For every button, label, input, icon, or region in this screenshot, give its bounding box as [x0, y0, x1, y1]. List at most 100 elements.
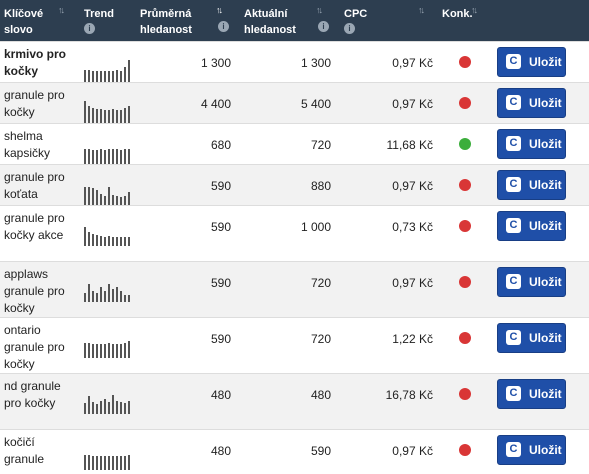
keyword-cell[interactable]: kočičí granule	[0, 428, 80, 473]
cpc-cell: 0,97 Kč	[340, 163, 442, 205]
sort-icon[interactable]: ↑↓	[471, 5, 478, 15]
c-icon: C	[506, 54, 521, 69]
cur-search-cell: 720	[240, 316, 340, 373]
c-icon: C	[506, 218, 521, 233]
trend-bar	[96, 189, 98, 205]
keyword-cell[interactable]: krmivo pro kočky	[0, 40, 80, 82]
trend-bar	[120, 70, 122, 82]
avg-search-cell: 680	[136, 122, 240, 164]
avg-search-cell: 480	[136, 372, 240, 429]
trend-bar	[92, 343, 94, 358]
trend-bar	[108, 186, 110, 205]
keyword-cell[interactable]: nd granule pro kočky	[0, 372, 80, 429]
trend-bar	[96, 149, 98, 164]
save-button-label: Uložit	[529, 330, 562, 345]
trend-bar	[128, 236, 130, 246]
trend-bar	[84, 454, 86, 470]
cur-search-cell: 480	[240, 372, 340, 429]
c-icon: C	[506, 330, 521, 345]
trend-bar	[84, 186, 86, 205]
column-competition[interactable]: Konk. ↑↓	[442, 0, 488, 41]
sort-icon[interactable]: ↑↓	[418, 5, 425, 15]
trend-sparkline	[84, 446, 132, 470]
trend-bar	[116, 400, 118, 414]
save-button[interactable]: C Uložit	[497, 128, 566, 159]
trend-bar	[100, 286, 102, 302]
table-row: nd granule pro kočky 480 480 16,78 Kč C …	[0, 372, 589, 429]
trend-bar	[84, 342, 86, 358]
trend-bar	[116, 195, 118, 205]
cur-search-cell: 1 000	[240, 204, 340, 261]
save-button-label: Uložit	[529, 136, 562, 151]
info-icon[interactable]: i	[218, 21, 229, 32]
c-icon: C	[506, 136, 521, 151]
keyword-cell[interactable]: granule pro koťata	[0, 163, 80, 205]
info-icon[interactable]: i	[84, 23, 95, 34]
save-button[interactable]: C Uložit	[497, 434, 566, 465]
c-icon: C	[506, 95, 521, 110]
keyword-cell[interactable]: applaws granule pro kočky	[0, 260, 80, 317]
action-cell: C Uložit	[488, 428, 589, 473]
action-cell: C Uložit	[488, 163, 589, 205]
action-cell: C Uložit	[488, 372, 589, 429]
trend-bar	[108, 70, 110, 82]
save-button[interactable]: C Uložit	[497, 378, 566, 409]
cpc-cell: 1,22 Kč	[340, 316, 442, 373]
save-button[interactable]: C Uložit	[497, 46, 566, 77]
save-button[interactable]: C Uložit	[497, 266, 566, 297]
trend-bar	[112, 148, 114, 164]
trend-bar	[128, 294, 130, 302]
action-cell: C Uložit	[488, 204, 589, 261]
info-icon[interactable]: i	[318, 21, 329, 32]
save-button[interactable]: C Uložit	[497, 169, 566, 200]
trend-bar	[120, 196, 122, 205]
trend-bar	[104, 290, 106, 302]
competition-cell	[442, 204, 488, 261]
trend-bar	[96, 403, 98, 414]
trend-bar	[100, 70, 102, 82]
trend-bar	[124, 148, 126, 164]
action-cell: C Uložit	[488, 122, 589, 164]
sort-icon[interactable]: ↑↓	[316, 5, 323, 15]
column-cpc-label: CPC	[344, 8, 368, 20]
cpc-cell: 16,78 Kč	[340, 372, 442, 429]
keyword-cell[interactable]: granule pro kočky akce	[0, 204, 80, 261]
trend-cell	[80, 260, 136, 317]
trend-bar	[124, 402, 126, 414]
trend-bar	[92, 290, 94, 302]
trend-bar	[120, 149, 122, 164]
column-cur-search[interactable]: Aktuální hledanost ↑↓ i	[240, 0, 340, 41]
column-keyword[interactable]: Klíčové slovo ↑↓	[0, 0, 80, 41]
trend-bar	[84, 226, 86, 246]
sort-icon[interactable]: ↑↓	[58, 5, 65, 15]
competition-cell	[442, 372, 488, 429]
cpc-cell: 0,97 Kč	[340, 40, 442, 82]
trend-cell	[80, 204, 136, 261]
save-button-label: Uložit	[529, 177, 562, 192]
trend-bar	[88, 105, 90, 123]
column-cur-search-label: Aktuální hledanost	[244, 8, 296, 36]
trend-cell	[80, 316, 136, 373]
save-button[interactable]: C Uložit	[497, 322, 566, 353]
sort-active-icon[interactable]: ↑↓	[216, 5, 223, 15]
trend-bar	[104, 195, 106, 205]
keyword-cell[interactable]: ontario granule pro kočky	[0, 316, 80, 373]
keyword-cell[interactable]: granule pro kočky	[0, 81, 80, 123]
save-button[interactable]: C Uložit	[497, 87, 566, 118]
avg-search-cell: 590	[136, 260, 240, 317]
keyword-cell[interactable]: shelma kapsičky	[0, 122, 80, 164]
save-button[interactable]: C Uložit	[497, 210, 566, 241]
table-row: krmivo pro kočky 1 300 1 300 0,97 Kč C U…	[0, 40, 589, 82]
column-cpc[interactable]: CPC ↑↓ i	[340, 0, 442, 41]
info-icon[interactable]: i	[344, 23, 355, 34]
trend-sparkline	[84, 140, 132, 164]
trend-bar	[92, 107, 94, 123]
trend-bar	[84, 402, 86, 414]
trend-bar	[124, 455, 126, 470]
trend-sparkline	[84, 334, 132, 358]
column-trend[interactable]: Trend i	[80, 0, 136, 41]
column-avg-search[interactable]: Průměrná hledanost ↑↓ i	[136, 0, 240, 41]
competition-indicator	[459, 55, 471, 68]
trend-bar	[116, 236, 118, 246]
trend-bar	[120, 236, 122, 246]
